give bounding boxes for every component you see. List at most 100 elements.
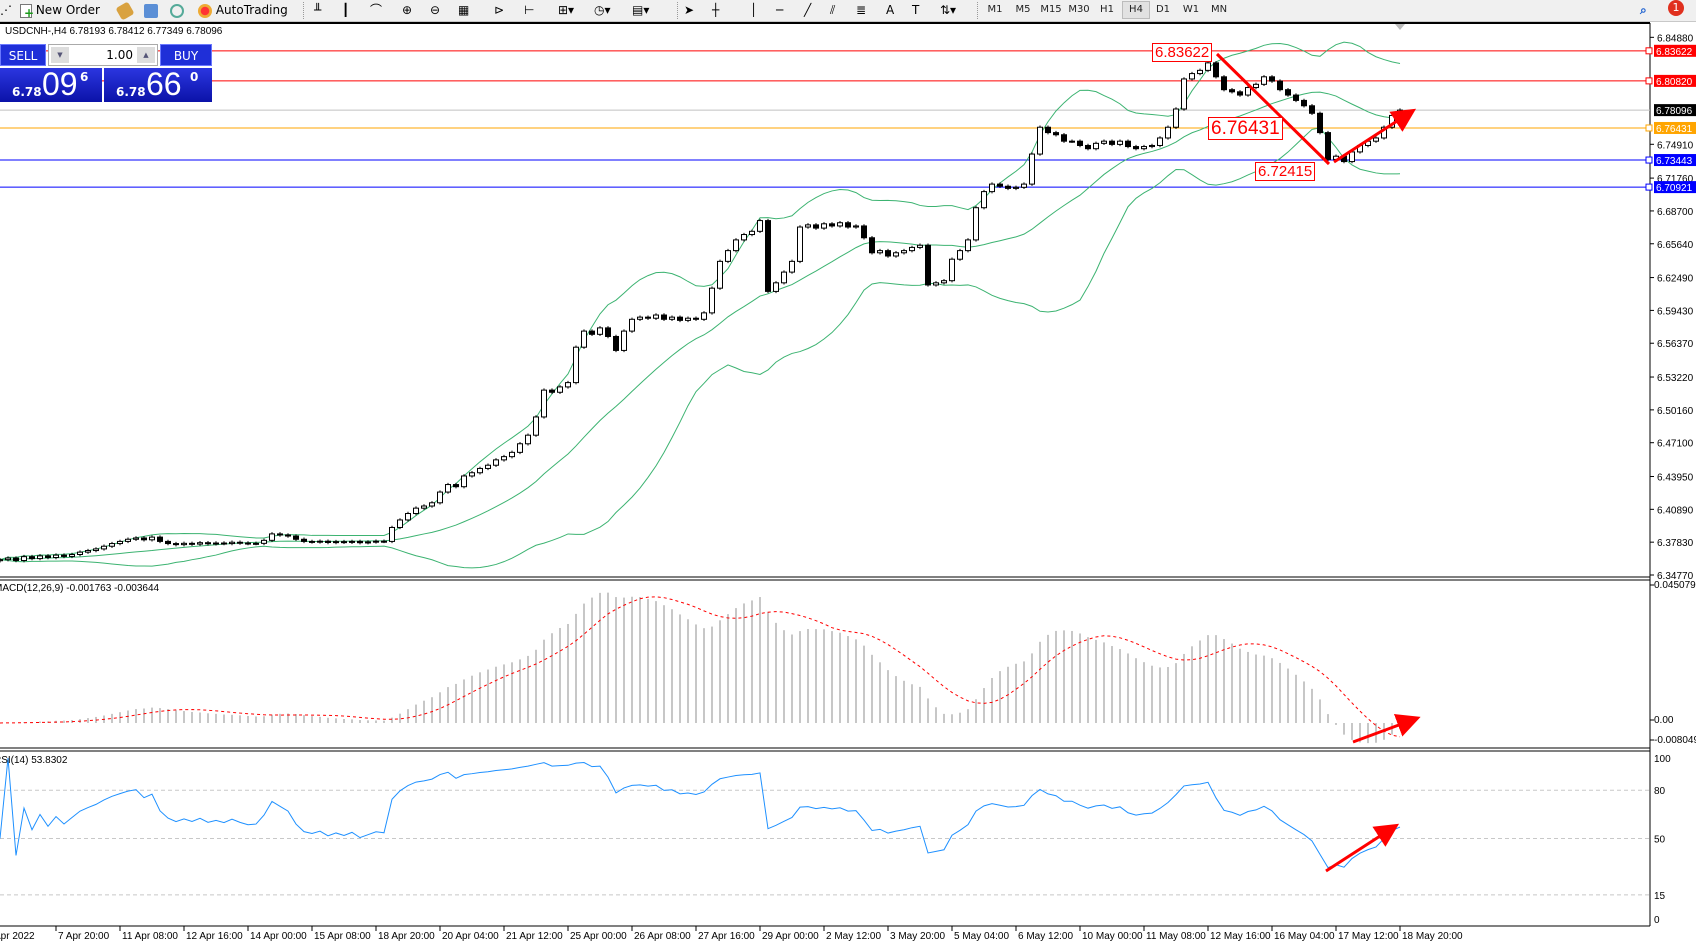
- annotation-mid[interactable]: 6.76431: [1208, 117, 1283, 140]
- lot-increase-icon[interactable]: ▲: [137, 47, 155, 63]
- candle-bear: [869, 237, 875, 254]
- lot-size-stepper[interactable]: ▼ 1.00 ▲: [48, 44, 158, 66]
- autoscroll-icon[interactable]: ⊳: [494, 3, 505, 17]
- price-tag: [1654, 74, 1696, 87]
- sell-price-box[interactable]: 6.78 09 6: [0, 66, 102, 102]
- candle-bull: [397, 519, 403, 528]
- annotation-low[interactable]: 6.72415: [1255, 162, 1316, 181]
- candle-bull: [1157, 137, 1163, 146]
- price-label: 6.56370: [1657, 339, 1694, 350]
- indicators-icon[interactable]: ⊞▾: [558, 3, 575, 17]
- buy-price-box[interactable]: 6.78 66 0: [104, 66, 212, 102]
- navigator-icon[interactable]: [144, 2, 158, 18]
- time-label: 10 May 00:00: [1082, 931, 1143, 942]
- candle-bull: [437, 491, 443, 504]
- cursor-icon[interactable]: ➤: [684, 3, 695, 17]
- timeframe-h4[interactable]: H4: [1122, 1, 1150, 19]
- candle-bear: [1053, 132, 1059, 136]
- new-order-button[interactable]: + New Order: [20, 2, 100, 19]
- fibonacci-icon[interactable]: ≣: [856, 3, 867, 17]
- candlestick-chart-icon[interactable]: ┃: [342, 3, 350, 17]
- timeframe-h1[interactable]: H1: [1100, 4, 1114, 15]
- candle-bear: [677, 316, 683, 321]
- candle-bull: [581, 330, 587, 348]
- bar-chart-icon[interactable]: ╨: [314, 3, 322, 17]
- macd-uptrend-arrow[interactable]: [1352, 714, 1421, 744]
- candle-bull: [957, 250, 963, 260]
- candle-bull: [917, 244, 923, 248]
- candle-bull: [1149, 144, 1155, 148]
- zoom-out-icon[interactable]: ⊖: [430, 3, 441, 17]
- templates-icon[interactable]: ▤▾: [632, 3, 650, 17]
- candle-bear: [661, 314, 667, 320]
- candle-bear: [1285, 89, 1291, 96]
- downtrend-arrow[interactable]: [1215, 52, 1331, 166]
- time-label: 26 Apr 08:00: [634, 931, 691, 942]
- timeframe-mn[interactable]: MN: [1210, 4, 1228, 15]
- lot-size-input[interactable]: 1.00: [106, 48, 133, 62]
- sell-price-big: 09: [42, 66, 78, 102]
- candle-bear: [165, 540, 171, 545]
- candle-bull: [757, 220, 763, 232]
- candle-bull: [1349, 151, 1355, 163]
- buy-button[interactable]: BUY: [160, 44, 212, 66]
- vertical-line-icon[interactable]: │: [750, 3, 758, 17]
- time-label: 18 May 20:00: [1402, 931, 1463, 942]
- trendline-icon[interactable]: ╱: [804, 3, 812, 17]
- candle-bull: [229, 541, 235, 545]
- candle-bull: [733, 239, 739, 252]
- search-icon[interactable]: ⌕: [1640, 3, 1647, 17]
- candle-bear: [1237, 91, 1243, 96]
- autotrading-button[interactable]: AutoTrading: [198, 2, 288, 18]
- candle-bull: [981, 191, 987, 209]
- new-order-icon: +: [20, 3, 34, 19]
- candle-bear: [829, 223, 835, 227]
- periods-icon[interactable]: ◷▾: [594, 3, 611, 17]
- rsi-axis-label: 15: [1654, 891, 1666, 902]
- timeframe-d1[interactable]: D1: [1155, 4, 1171, 15]
- time-label: 15 Apr 08:00: [314, 931, 371, 942]
- timeframe-m5[interactable]: M5: [1015, 4, 1031, 15]
- timeframe-m30[interactable]: M30: [1068, 4, 1090, 15]
- text-icon[interactable]: A: [886, 3, 895, 17]
- bollinger-middle-band: [0, 91, 1401, 561]
- candle-bear: [613, 335, 619, 351]
- timeframe-m1[interactable]: M1: [987, 4, 1003, 15]
- chart-shift-marker[interactable]: [1395, 24, 1405, 30]
- rsi-axis-label: 80: [1654, 786, 1666, 797]
- candle-bear: [605, 327, 611, 337]
- timeframe-m15[interactable]: M15: [1040, 4, 1062, 15]
- time-label: 21 Apr 12:00: [506, 931, 563, 942]
- candle-bull: [533, 416, 539, 436]
- chart-shift-icon[interactable]: ⊢: [524, 3, 535, 17]
- rsi-uptrend-arrow[interactable]: [1325, 823, 1400, 873]
- notification-badge[interactable]: 1: [1668, 0, 1684, 16]
- arrows-icon[interactable]: ⇅▾: [940, 3, 957, 17]
- candle-bull: [1189, 73, 1195, 80]
- equidistant-channel-icon[interactable]: ⫽: [830, 3, 836, 17]
- candle-bull: [965, 239, 971, 252]
- lot-decrease-icon[interactable]: ▼: [51, 47, 69, 63]
- uptrend-arrow[interactable]: [1333, 108, 1417, 164]
- toolbar-overflow-icon[interactable]: ⋰: [0, 3, 12, 17]
- candle-bull: [477, 467, 483, 474]
- candle-bear: [237, 541, 243, 544]
- candle-bear: [1005, 185, 1011, 189]
- candle-bull: [837, 222, 843, 227]
- candle-bull: [197, 542, 203, 545]
- annotation-high[interactable]: 6.83622: [1152, 43, 1213, 62]
- zoom-in-icon[interactable]: ⊕: [402, 3, 413, 17]
- timeframe-w1[interactable]: W1: [1182, 4, 1200, 15]
- signals-icon[interactable]: [170, 2, 184, 18]
- sell-button[interactable]: SELL: [0, 44, 46, 66]
- line-chart-icon[interactable]: ⌒: [370, 3, 383, 17]
- price-label: 6.53220: [1657, 373, 1694, 384]
- horizontal-line-icon[interactable]: ─: [776, 3, 784, 17]
- candle-bull: [269, 533, 275, 541]
- rsi-axis-label: 100: [1654, 754, 1671, 765]
- crosshair-icon[interactable]: ┼: [712, 3, 720, 17]
- price-tag: [1654, 181, 1696, 194]
- text-label-icon[interactable]: T: [912, 3, 920, 17]
- tile-windows-icon[interactable]: ▦: [458, 3, 470, 17]
